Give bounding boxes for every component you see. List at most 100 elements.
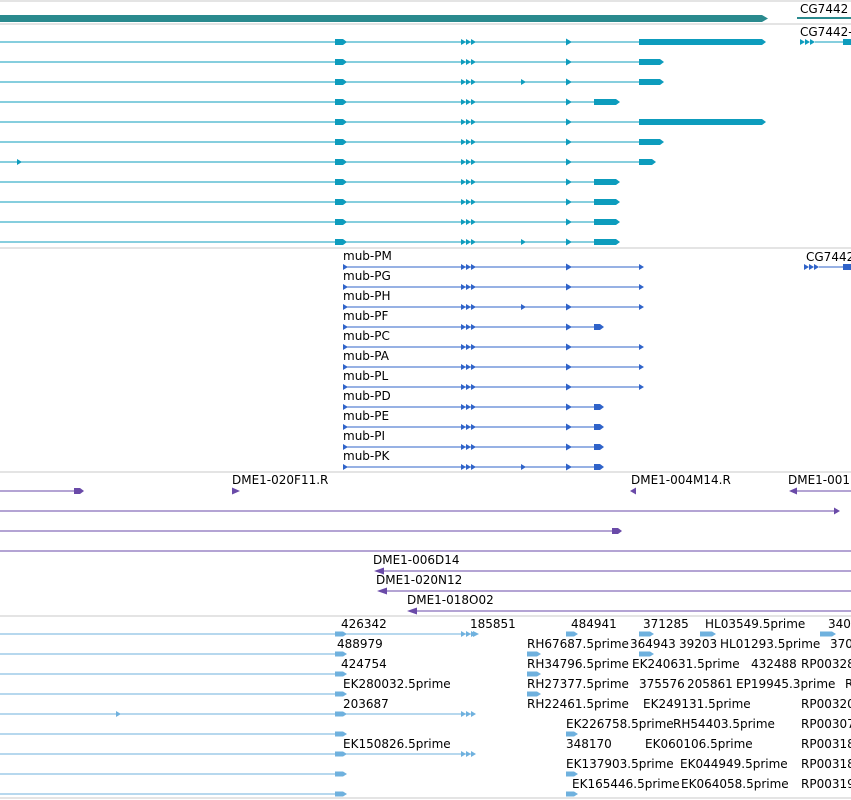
gene-label[interactable]: CG7442 <box>800 2 849 16</box>
strand-arrow <box>343 79 347 85</box>
cds-label[interactable]: mub-PL <box>343 369 389 383</box>
est-label[interactable]: 432488 <box>751 657 797 671</box>
est-label[interactable]: EK240631.5prime <box>632 657 740 671</box>
exon-block <box>335 119 343 125</box>
est-label[interactable]: 375576 <box>639 677 685 691</box>
est-label[interactable]: 340 <box>828 617 851 631</box>
est-label[interactable]: RH34796.5prime <box>527 657 629 671</box>
exon-block <box>335 79 343 85</box>
est-label[interactable]: 371285 <box>643 617 689 631</box>
est-label[interactable]: EK165446.5prime <box>572 777 680 791</box>
est-label[interactable]: EK064058.5prime <box>681 777 789 791</box>
est-label[interactable]: EK280032.5prime <box>343 677 451 691</box>
exon-marker <box>639 284 644 290</box>
est-label[interactable]: 424754 <box>341 657 387 671</box>
gene-label[interactable]: CG7442- <box>800 25 851 39</box>
exon-marker <box>466 284 471 290</box>
exon-marker <box>471 264 476 270</box>
est-label[interactable]: EK249131.5prime <box>643 697 751 711</box>
strand-arrow <box>537 671 541 677</box>
cds-label[interactable]: mub-PI <box>343 429 386 443</box>
exon-marker <box>566 403 572 411</box>
est-label[interactable]: RH27377.5prime <box>527 677 629 691</box>
exon-marker <box>471 364 476 370</box>
exon-marker <box>566 363 572 371</box>
exon-marker <box>343 304 348 310</box>
exon-marker <box>639 304 644 310</box>
exon-marker <box>466 424 471 430</box>
est-label[interactable]: EK226758.5prime <box>566 717 674 731</box>
exon-marker <box>461 404 466 410</box>
est-label[interactable]: RP00318 <box>801 757 851 771</box>
est-label[interactable]: R <box>845 677 851 691</box>
est-label[interactable]: 484941 <box>571 617 617 631</box>
est-label[interactable]: HL03549.5prime <box>705 617 806 631</box>
est-label[interactable]: EK044949.5prime <box>680 757 788 771</box>
exon-marker <box>639 264 644 270</box>
exon-marker <box>466 364 471 370</box>
est-label[interactable]: RH22461.5prime <box>527 697 629 711</box>
exon-marker <box>566 323 572 331</box>
exon-block <box>335 179 343 185</box>
cds-label[interactable]: mub-PG <box>343 269 391 283</box>
est-block <box>335 791 343 797</box>
est-label[interactable]: RP00318 <box>801 737 851 751</box>
utr-block <box>594 239 616 245</box>
est-label[interactable]: 426342 <box>341 617 387 631</box>
cds-label[interactable]: mub-PC <box>343 329 390 343</box>
est-label[interactable]: RP00328 <box>801 657 851 671</box>
est-label[interactable]: RP00320 <box>801 697 851 711</box>
strand-arrow <box>616 179 620 185</box>
exon-block <box>843 39 851 45</box>
clone-label[interactable]: DME1-020N12 <box>376 573 463 587</box>
exon-marker <box>471 219 476 225</box>
est-label[interactable]: EP19945.3prime <box>736 677 836 691</box>
est-label[interactable]: RP00307 <box>801 717 851 731</box>
est-label[interactable]: RP00319 <box>801 777 851 791</box>
clone-label[interactable]: DME1-018O02 <box>407 593 494 607</box>
cds-label[interactable]: mub-PM <box>343 249 392 263</box>
est-label[interactable]: EK060106.5prime <box>645 737 753 751</box>
cds-block <box>594 424 600 430</box>
est-label[interactable]: 364943 <box>630 637 676 651</box>
est-block <box>566 771 574 777</box>
clone-label[interactable]: DME1-004M14.R <box>631 473 731 487</box>
est-label[interactable]: EK137903.5prime <box>566 757 674 771</box>
exon-marker <box>471 159 476 165</box>
clone-end <box>834 507 840 515</box>
est-label[interactable]: HL01293.5prime <box>720 637 821 651</box>
est-label[interactable]: 370 <box>830 637 851 651</box>
est-label[interactable]: RH67687.5prime <box>527 637 629 651</box>
exon-marker <box>466 751 471 757</box>
est-label[interactable]: 203687 <box>343 697 389 711</box>
est-label[interactable]: 39203 <box>679 637 718 651</box>
est-label[interactable]: 348170 <box>566 737 612 751</box>
est-label[interactable]: 205861 <box>687 677 733 691</box>
exon-marker <box>466 59 471 65</box>
exon-marker <box>471 424 476 430</box>
est-label[interactable]: 488979 <box>337 637 383 651</box>
cds-label[interactable]: mub-PK <box>343 449 390 463</box>
cds-label[interactable]: CG7442 <box>806 250 851 264</box>
exon-marker <box>639 344 644 350</box>
cds-label[interactable]: mub-PE <box>343 409 390 423</box>
exon-marker <box>809 264 814 270</box>
cds-label[interactable]: mub-PA <box>343 349 389 363</box>
clone-label[interactable]: DME1-020F11.R <box>232 473 329 487</box>
utr-block <box>639 159 652 165</box>
exon-marker <box>566 443 572 451</box>
clone-label[interactable]: DME1-006D14 <box>373 553 460 567</box>
est-label[interactable]: EK150826.5prime <box>343 737 451 751</box>
clone-label[interactable]: DME1-001 <box>788 473 851 487</box>
exon-marker <box>566 58 572 66</box>
est-label[interactable]: 185851 <box>470 617 516 631</box>
gene-bar <box>0 15 762 22</box>
exon-marker <box>461 751 466 757</box>
est-label[interactable]: RH54403.5prime <box>673 717 775 731</box>
strand-arrow <box>343 651 347 657</box>
exon-marker <box>471 444 476 450</box>
cds-label[interactable]: mub-PD <box>343 389 391 403</box>
cds-label[interactable]: mub-PF <box>343 309 389 323</box>
est-block <box>335 631 343 637</box>
cds-label[interactable]: mub-PH <box>343 289 391 303</box>
